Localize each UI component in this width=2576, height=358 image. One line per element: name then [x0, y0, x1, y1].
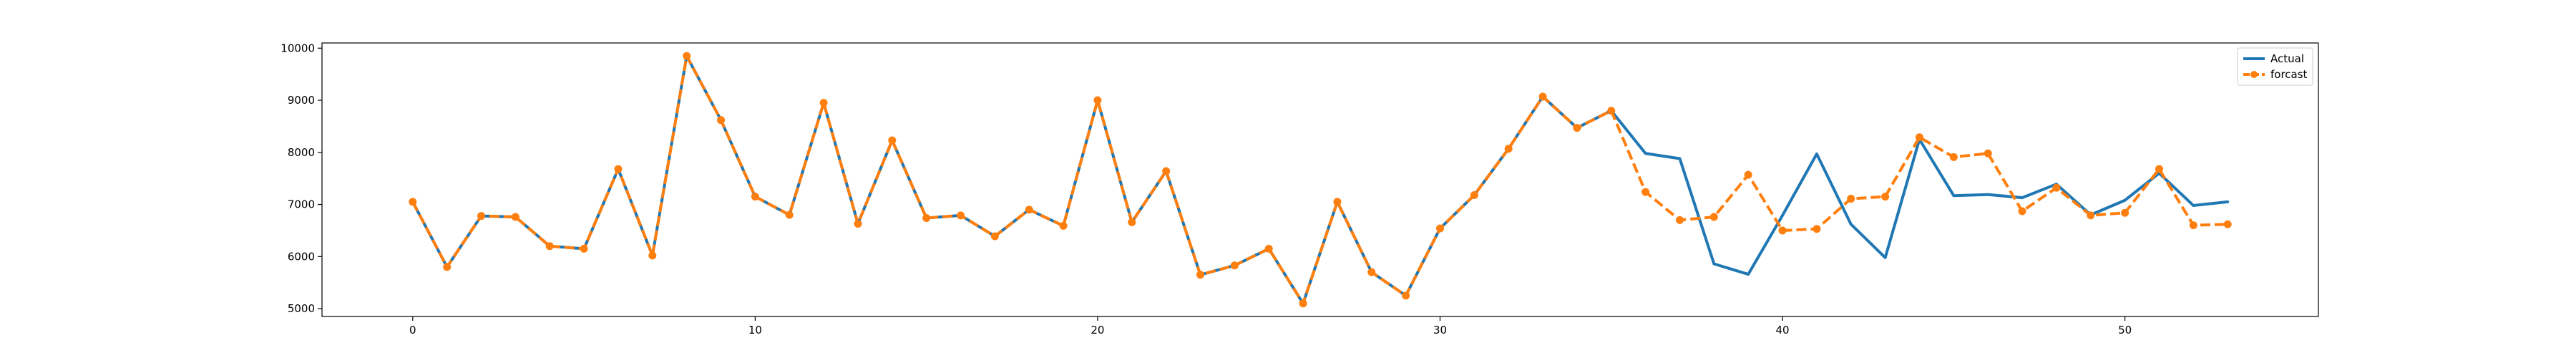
data-point-1-28: [1367, 268, 1376, 276]
data-point-1-16: [957, 211, 965, 220]
data-point-1-34: [1573, 124, 1581, 132]
data-point-1-30: [1435, 224, 1444, 233]
data-point-1-23: [1196, 271, 1205, 279]
data-point-1-8: [683, 52, 691, 60]
data-point-1-9: [717, 116, 726, 125]
data-point-1-33: [1538, 92, 1547, 101]
data-point-1-48: [2052, 183, 2061, 192]
data-point-1-21: [1128, 218, 1136, 226]
data-point-1-38: [1709, 213, 1718, 221]
data-point-1-53: [2223, 220, 2232, 228]
data-point-1-31: [1470, 190, 1478, 199]
y-tick-label: 6000: [288, 250, 315, 263]
y-tick-label: 8000: [288, 146, 315, 159]
data-point-1-39: [1744, 170, 1752, 179]
data-point-1-3: [511, 213, 519, 221]
data-point-1-19: [1059, 221, 1068, 230]
data-point-1-2: [477, 212, 486, 221]
x-tick-label: 10: [748, 324, 762, 337]
data-point-1-0: [409, 198, 417, 206]
data-point-1-41: [1813, 225, 1821, 233]
data-point-1-51: [2155, 165, 2163, 173]
data-point-1-36: [1641, 188, 1650, 196]
data-point-1-11: [785, 211, 794, 219]
data-point-1-43: [1881, 193, 1890, 201]
data-point-1-4: [545, 242, 554, 251]
data-point-1-37: [1675, 216, 1684, 224]
legend-marker-1: [2250, 71, 2258, 78]
data-point-1-26: [1299, 299, 1307, 308]
series-layer: [409, 52, 2232, 308]
data-point-1-32: [1504, 145, 1513, 153]
data-point-1-49: [2087, 211, 2095, 220]
data-point-1-17: [990, 232, 999, 241]
series-line-1: [411, 54, 2228, 305]
data-point-1-24: [1230, 261, 1239, 270]
legend-label-1: forcast: [2270, 68, 2308, 81]
legend-label-0: Actual: [2270, 52, 2304, 65]
data-point-1-40: [1778, 226, 1787, 235]
data-point-1-47: [2018, 207, 2026, 216]
x-tick-label: 0: [409, 324, 416, 337]
x-tick-label: 20: [1091, 324, 1104, 337]
series-line-0: [411, 54, 2230, 305]
x-tick-label: 50: [2118, 324, 2132, 337]
data-point-1-22: [1162, 167, 1171, 175]
data-point-1-29: [1402, 291, 1410, 300]
data-point-1-13: [854, 219, 862, 228]
data-point-1-10: [751, 193, 759, 201]
y-tick-label: 10000: [280, 42, 315, 54]
data-point-1-14: [888, 136, 897, 145]
y-tick-label: 9000: [288, 94, 315, 107]
data-point-1-27: [1333, 198, 1342, 206]
data-point-1-52: [2189, 221, 2197, 230]
legend: Actual forcast: [2237, 47, 2313, 86]
data-point-1-20: [1093, 96, 1102, 105]
data-point-1-25: [1264, 244, 1273, 253]
y-tick-label: 5000: [288, 302, 315, 315]
data-point-1-1: [443, 263, 452, 271]
data-point-1-7: [648, 251, 657, 260]
y-tick-label: 7000: [288, 198, 315, 211]
x-tick-label: 40: [1776, 324, 1790, 337]
axes-layer: 0 10 20 30 40 50 5000 6000 7000 8000 9000 10000: [280, 42, 2319, 337]
data-point-1-50: [2121, 208, 2129, 217]
data-point-1-6: [614, 165, 623, 173]
data-point-1-5: [580, 244, 588, 253]
data-point-1-42: [1847, 195, 1855, 203]
data-point-1-12: [819, 99, 828, 107]
data-point-1-18: [1025, 205, 1033, 214]
plot-frame: [321, 42, 2319, 317]
data-point-1-45: [1949, 153, 1958, 161]
data-point-1-46: [1984, 149, 1992, 158]
data-point-1-15: [922, 213, 931, 222]
data-point-1-35: [1607, 107, 1616, 115]
x-tick-label: 30: [1433, 324, 1447, 337]
data-point-1-44: [1915, 133, 1923, 142]
